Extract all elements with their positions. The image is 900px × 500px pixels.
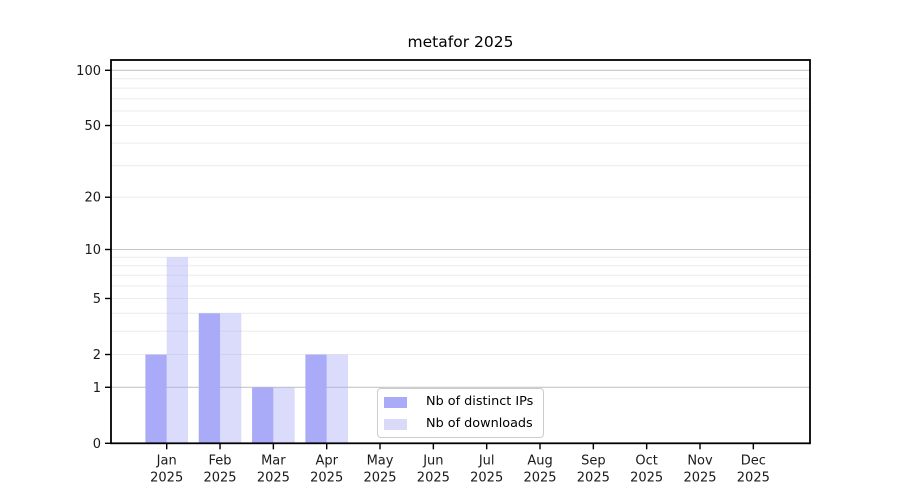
x-tick-label-year: 2025 bbox=[203, 470, 236, 485]
x-tick-label-month: Oct bbox=[635, 453, 657, 468]
x-tick-label-month: Feb bbox=[209, 453, 232, 468]
x-tick-label-month: Nov bbox=[687, 453, 713, 468]
x-tick-label-year: 2025 bbox=[523, 470, 556, 485]
bar bbox=[145, 354, 167, 444]
x-tick-label-year: 2025 bbox=[257, 470, 290, 485]
legend: Nb of distinct IPs Nb of downloads bbox=[377, 388, 544, 438]
legend-label-distinct-ips: Nb of distinct IPs bbox=[426, 393, 534, 409]
bar bbox=[252, 387, 274, 444]
x-tick-label-month: May bbox=[367, 453, 394, 468]
y-tick-label: 10 bbox=[84, 243, 101, 258]
y-tick-label: 5 bbox=[93, 292, 101, 307]
y-tick-label: 100 bbox=[76, 64, 101, 79]
x-tick-label-month: Jan bbox=[156, 453, 177, 468]
legend-item-downloads: Nb of downloads bbox=[384, 415, 543, 433]
x-tick-label-month: Apr bbox=[315, 453, 338, 468]
x-tick-label-year: 2025 bbox=[417, 470, 450, 485]
x-tick-label-month: Dec bbox=[741, 453, 766, 468]
x-tick-label-year: 2025 bbox=[363, 470, 396, 485]
bar bbox=[220, 313, 242, 444]
x-tick-label-year: 2025 bbox=[310, 470, 343, 485]
bar bbox=[198, 313, 221, 444]
legend-swatch-distinct-ips bbox=[384, 396, 407, 408]
legend-swatch-downloads bbox=[384, 418, 407, 430]
x-tick-label-year: 2025 bbox=[577, 470, 610, 485]
bar bbox=[305, 354, 327, 444]
x-tick-label-month: Mar bbox=[261, 453, 286, 468]
x-tick-label-month: Jun bbox=[422, 453, 443, 468]
bar bbox=[326, 354, 348, 444]
legend-label-downloads: Nb of downloads bbox=[426, 415, 533, 431]
y-tick-label: 50 bbox=[84, 119, 101, 134]
y-tick-label: 2 bbox=[93, 348, 101, 363]
bar bbox=[166, 257, 188, 444]
x-tick-label-year: 2025 bbox=[737, 470, 770, 485]
legend-item-distinct-ips: Nb of distinct IPs bbox=[384, 393, 543, 411]
y-tick-label: 20 bbox=[84, 191, 101, 206]
chart-title: metafor 2025 bbox=[407, 33, 514, 51]
x-tick-label-month: Aug bbox=[527, 453, 552, 468]
x-tick-label-year: 2025 bbox=[683, 470, 716, 485]
y-tick-label: 0 bbox=[93, 437, 101, 452]
x-tick-label-year: 2025 bbox=[630, 470, 663, 485]
x-tick-label-month: Jul bbox=[478, 453, 495, 468]
y-tick-label: 1 bbox=[93, 381, 101, 396]
x-tick-label-year: 2025 bbox=[470, 470, 503, 485]
x-tick-label-month: Sep bbox=[581, 453, 606, 468]
axes-frame bbox=[110, 59, 811, 445]
bar bbox=[273, 387, 295, 444]
x-tick-label-year: 2025 bbox=[150, 470, 183, 485]
